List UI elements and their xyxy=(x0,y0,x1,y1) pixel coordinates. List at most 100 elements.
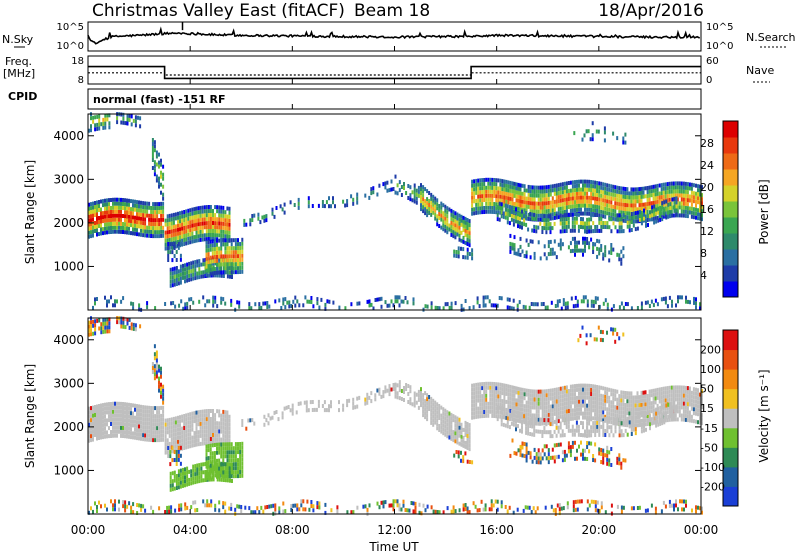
velocity-cell xyxy=(565,401,568,406)
power-cell xyxy=(499,190,502,195)
velocity-cell xyxy=(228,422,231,427)
power-cell xyxy=(620,190,623,195)
power-cell xyxy=(216,262,218,267)
velocity-cell xyxy=(232,446,235,451)
velocity-cell xyxy=(571,384,574,389)
power-cell xyxy=(509,233,512,238)
power-cell xyxy=(600,209,603,214)
power-cell xyxy=(584,221,586,226)
velocity-cell xyxy=(96,428,98,433)
velocity-cell xyxy=(142,421,145,426)
power-cell xyxy=(596,181,599,185)
freq-left-tick-top: 18 xyxy=(71,56,84,67)
power-cell xyxy=(181,218,184,223)
power-cell xyxy=(608,211,611,216)
velocity-cell xyxy=(179,480,182,485)
power-cell xyxy=(618,202,621,207)
velocity-cell xyxy=(212,437,214,441)
velocity-cell xyxy=(448,423,451,428)
noise-right-tick-bottom: 10^0 xyxy=(706,41,733,52)
power-cell xyxy=(485,177,488,182)
power-cell xyxy=(491,189,494,194)
power-cell xyxy=(158,222,161,227)
power-cell xyxy=(508,205,511,210)
velocity-cell xyxy=(569,392,572,397)
power-cell xyxy=(183,230,186,234)
velocity-cell xyxy=(118,320,121,325)
power-cell xyxy=(551,226,554,231)
power-cell xyxy=(258,306,261,311)
power-cell xyxy=(413,199,416,204)
velocity-cell xyxy=(521,399,524,404)
power-cell xyxy=(473,187,476,192)
velocity-cell xyxy=(525,392,528,397)
velocity-cell xyxy=(513,397,516,402)
velocity-cell xyxy=(158,430,161,435)
power-cell xyxy=(175,258,178,262)
velocity-cell xyxy=(185,421,188,426)
power-cell xyxy=(98,122,101,127)
power-cell xyxy=(545,197,548,202)
velocity-cell xyxy=(505,399,508,404)
power-cell xyxy=(207,237,210,241)
power-cell xyxy=(173,242,176,246)
velocity-cell xyxy=(88,406,90,411)
power-cell xyxy=(563,181,566,186)
power-cell xyxy=(497,178,500,183)
power-cell xyxy=(457,250,460,255)
velocity-cell xyxy=(515,402,518,407)
velocity-cell xyxy=(218,470,221,475)
velocity-cell xyxy=(110,414,112,418)
power-cell xyxy=(88,128,90,133)
velocity-cell xyxy=(624,423,627,427)
power-cell xyxy=(166,226,169,231)
power-cell xyxy=(241,249,244,254)
power-cell xyxy=(479,210,482,215)
power-cell xyxy=(489,205,492,210)
power-cell xyxy=(403,182,405,186)
power-cell xyxy=(505,187,508,192)
velocity-cell xyxy=(586,395,589,400)
velocity-cell xyxy=(525,408,528,413)
power-cell xyxy=(512,214,515,219)
power-cell xyxy=(688,198,691,203)
power-cell xyxy=(199,205,202,210)
power-cell xyxy=(557,199,560,204)
velocity-cell xyxy=(596,389,599,393)
velocity-cell xyxy=(464,432,467,437)
power-cell xyxy=(142,209,145,214)
velocity-cell xyxy=(108,410,110,415)
power-cell xyxy=(684,189,687,194)
power-cell xyxy=(191,211,194,216)
power-cell xyxy=(466,226,469,230)
power-cell xyxy=(160,190,162,195)
velocity-cell xyxy=(458,433,461,438)
power-cell xyxy=(644,210,647,215)
power-cell xyxy=(495,182,498,187)
power-cell xyxy=(602,194,605,199)
power-cell xyxy=(620,210,623,215)
velocity-cell xyxy=(273,410,276,415)
power-cell xyxy=(584,191,586,196)
velocity-cell xyxy=(616,405,619,410)
velocity-cell xyxy=(146,409,149,414)
power-cell xyxy=(188,273,191,278)
power-cell xyxy=(699,200,701,205)
velocity-cell xyxy=(602,414,605,419)
power-cell xyxy=(132,203,134,208)
power-cell xyxy=(529,239,532,244)
velocity-cell xyxy=(491,401,494,406)
velocity-cell xyxy=(237,466,239,471)
velocity-cell xyxy=(189,440,192,445)
velocity-cell xyxy=(166,426,169,431)
velocity-cell xyxy=(576,407,578,412)
power-cell xyxy=(490,303,493,308)
velocity-cell xyxy=(148,405,151,410)
velocity-cell xyxy=(228,442,231,447)
velocity-cell xyxy=(158,410,161,415)
velocity-cell xyxy=(529,401,532,406)
velocity-cell xyxy=(146,425,149,430)
velocity-cell xyxy=(424,407,427,412)
power-cell xyxy=(209,237,212,241)
power-cell xyxy=(638,209,641,214)
